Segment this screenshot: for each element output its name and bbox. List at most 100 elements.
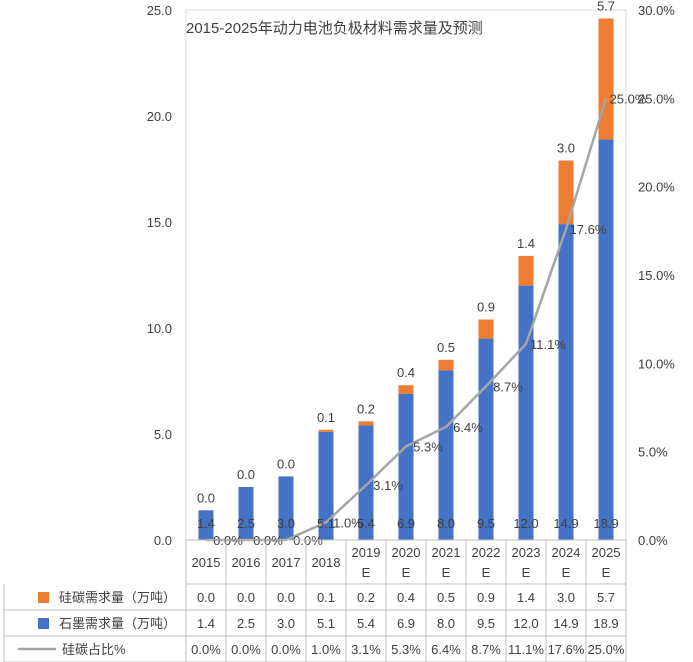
x-category-label: 2024	[552, 545, 581, 560]
silicon-data-label: 0.2	[357, 401, 375, 416]
table-cell: 3.1%	[351, 642, 381, 657]
table-cell: 0.0%	[271, 642, 301, 657]
table-cell: 0.0	[197, 590, 215, 605]
table-cell: 0.0	[237, 590, 255, 605]
graphite-bar	[198, 510, 214, 540]
x-category-label: E	[562, 565, 571, 580]
x-category-label: E	[362, 565, 371, 580]
table-cell: 0.4	[397, 590, 415, 605]
graphite-data-label: 12.0	[513, 516, 538, 531]
legend-key-graphite	[38, 618, 49, 629]
graphite-bar	[518, 285, 534, 540]
table-cell: 8.7%	[471, 642, 501, 657]
ratio-data-label: 11.1%	[530, 337, 566, 352]
x-category-label: 2021	[432, 545, 461, 560]
ratio-data-label: 6.4%	[453, 420, 483, 435]
table-cell: 0.9	[477, 590, 495, 605]
table-cell: 5.7	[597, 590, 615, 605]
graphite-data-label: 6.9	[397, 516, 415, 531]
y-left-tick-label: 20.0	[147, 109, 172, 124]
ratio-data-label: 25.0%	[610, 91, 647, 106]
silicon-data-label: 1.4	[517, 236, 535, 251]
graphite-data-label: 5.4	[357, 516, 375, 531]
silicon-bar	[598, 18, 614, 140]
ratio-data-label: 17.6%	[570, 222, 607, 237]
graphite-bar	[278, 476, 294, 540]
silicon-data-label: 5.7	[597, 0, 615, 13]
y-left-tick-label: 25.0	[147, 3, 172, 18]
silicon-data-label: 3.0	[557, 141, 575, 156]
table-cell: 1.4	[517, 590, 535, 605]
x-category-label: 2018	[312, 555, 341, 570]
x-category-label: E	[602, 565, 611, 580]
graphite-data-label: 1.4	[197, 516, 215, 531]
x-category-label: 2017	[272, 555, 301, 570]
x-category-label: 2022	[472, 545, 501, 560]
x-category-label: E	[402, 565, 411, 580]
table-cell: 5.1	[317, 616, 335, 631]
silicon-bar	[358, 421, 374, 426]
graphite-bar	[438, 370, 454, 540]
silicon-data-label: 0.0	[237, 467, 255, 482]
x-category-label: 2015	[192, 555, 221, 570]
chart-title: 2015-2025年动力电池负极材料需求量及预测	[186, 20, 483, 37]
table-cell: 0.5	[437, 590, 455, 605]
x-category-label: 2020	[392, 545, 421, 560]
silicon-data-label: 0.4	[397, 365, 415, 380]
graphite-data-label: 2.5	[237, 516, 255, 531]
table-cell: 0.0%	[191, 642, 221, 657]
x-category-label: 2016	[232, 555, 261, 570]
table-cell: 3.0	[557, 590, 575, 605]
table-cell: 0.2	[357, 590, 375, 605]
graphite-bar	[318, 431, 334, 540]
y-right-tick-label: 30.0%	[638, 3, 675, 18]
legend-key-silicon	[38, 592, 49, 603]
table-cell: 6.4%	[431, 642, 461, 657]
table-cell: 0.0	[277, 590, 295, 605]
y-right-tick-label: 10.0%	[638, 356, 675, 371]
graphite-data-label: 18.9	[593, 516, 618, 531]
y-right-tick-label: 20.0%	[638, 180, 675, 195]
x-category-label: 2025	[592, 545, 621, 560]
table-cell: 5.4	[357, 616, 375, 631]
graphite-data-label: 5.1	[317, 516, 335, 531]
silicon-data-label: 0.1	[317, 410, 335, 425]
graphite-bar	[238, 487, 254, 540]
table-cell: 2.5	[237, 616, 255, 631]
table-cell: 5.3%	[391, 642, 421, 657]
table-cell: 3.0	[277, 616, 295, 631]
silicon-data-label: 0.0	[197, 490, 215, 505]
table-cell: 0.1	[317, 590, 335, 605]
legend-label: 石墨需求量（万吨）	[59, 616, 176, 631]
graphite-data-label: 9.5	[477, 516, 495, 531]
silicon-bar	[478, 319, 494, 339]
silicon-bar	[318, 429, 334, 432]
x-category-label: 2023	[512, 545, 541, 560]
graphite-data-label: 14.9	[553, 516, 578, 531]
table-cell: 6.9	[397, 616, 415, 631]
ratio-data-label: 1.0%	[333, 515, 363, 530]
y-left-tick-label: 5.0	[154, 427, 172, 442]
ratio-data-label: 5.3%	[413, 439, 443, 454]
table-cell: 18.9	[593, 616, 618, 631]
y-right-tick-label: 25.0%	[638, 91, 675, 106]
silicon-data-label: 0.9	[477, 300, 495, 315]
table-cell: 14.9	[553, 616, 578, 631]
x-category-label: E	[442, 565, 451, 580]
x-category-label: E	[482, 565, 491, 580]
table-cell: 8.0	[437, 616, 455, 631]
table-cell: 0.0%	[231, 642, 261, 657]
graphite-data-label: 3.0	[277, 516, 295, 531]
table-cell: 25.0%	[588, 642, 625, 657]
y-left-tick-label: 0.0	[154, 533, 172, 548]
table-cell: 17.6%	[548, 642, 585, 657]
graphite-data-label: 8.0	[437, 516, 455, 531]
silicon-bar	[558, 160, 574, 225]
y-left-tick-label: 15.0	[147, 215, 172, 230]
y-left-tick-label: 10.0	[147, 321, 172, 336]
table-cell: 11.1%	[508, 642, 544, 657]
table-cell: 12.0	[513, 616, 538, 631]
ratio-data-label: 3.1%	[373, 478, 403, 493]
legend-label: 硅碳需求量（万吨）	[59, 590, 176, 605]
